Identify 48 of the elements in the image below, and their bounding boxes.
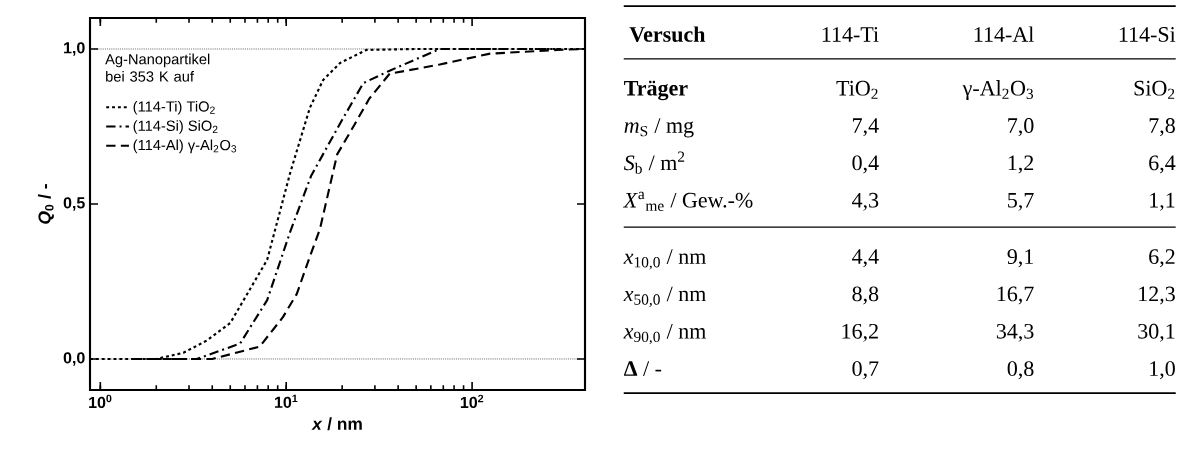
text: 0,7 <box>852 361 879 380</box>
text: 0,8 <box>1007 361 1034 380</box>
text: 5,7 <box>1008 192 1034 211</box>
text: 4,3 <box>852 192 879 211</box>
x-tick-label: 10$^{1}$ <box>275 394 298 408</box>
text: 4,4 <box>852 249 879 268</box>
legend-label: (114-Al) γ-Al$_{2}$O$_{3}$ <box>133 139 237 154</box>
text: SiO$_{2}$ <box>1134 80 1175 99</box>
text: 9,1 <box>1007 249 1033 268</box>
legend-label: (114-Si) SiO$_{2}$ <box>133 120 218 134</box>
text: 6,4 <box>1149 155 1176 174</box>
text: 1,1 <box>1150 192 1175 211</box>
text: Träger <box>624 80 688 101</box>
text: 7,0 <box>1008 118 1034 137</box>
text: 34,3 <box>996 323 1034 342</box>
text: 7,8 <box>1149 118 1175 137</box>
y-tick-label: 1,0 <box>64 42 85 56</box>
text: 6,2 <box>1149 249 1175 268</box>
text: 12,3 <box>1139 286 1175 305</box>
text: 1,2 <box>1008 155 1034 174</box>
x-tick-label: 10$^{0}$ <box>89 394 112 409</box>
y-tick-label: 0,0 <box>63 352 85 366</box>
text: x$_{10,0}$ / nm <box>623 249 706 270</box>
legend-title: Ag-Nanopartikel bei 353 K auf <box>105 53 210 82</box>
text: 30,1 <box>1138 323 1175 342</box>
text: TiO$_{2}$ <box>836 80 878 99</box>
y-axis-title: Q$_{0}$ / - <box>37 184 54 224</box>
text: X$^{a}$$_{me}$ / Gew.-% <box>623 191 753 211</box>
x-axis-title: x / nm <box>311 417 362 431</box>
legend-label: (114-Ti) TiO$_{2}$ <box>133 100 215 115</box>
text: 1,0 <box>1150 361 1175 380</box>
category-label: 114-Si <box>1119 27 1176 42</box>
text: 16,2 <box>842 323 878 342</box>
category-label: Versuch <box>629 26 706 42</box>
text: 0,4 <box>852 155 879 174</box>
text: m$_{S}$ / mg <box>624 118 694 138</box>
text: 7,4 <box>853 118 879 137</box>
y-tick-label: 0,5 <box>63 197 85 211</box>
text: γ-Al$_{2}$O$_{3}$ <box>962 80 1034 101</box>
text: x$_{50,0}$ / nm <box>623 286 706 307</box>
text: 16,7 <box>997 286 1034 305</box>
category-label: 114-Ti <box>822 27 879 42</box>
text: 8,8 <box>852 286 879 305</box>
x-tick-label: 10$^{2}$ <box>460 394 484 409</box>
category-label: 114-Al <box>974 26 1034 42</box>
text: x$_{90,0}$ / nm <box>623 323 706 345</box>
text: S$_{b}$ / m$^{2}$ <box>623 151 685 174</box>
text: Δ / - <box>624 361 662 376</box>
